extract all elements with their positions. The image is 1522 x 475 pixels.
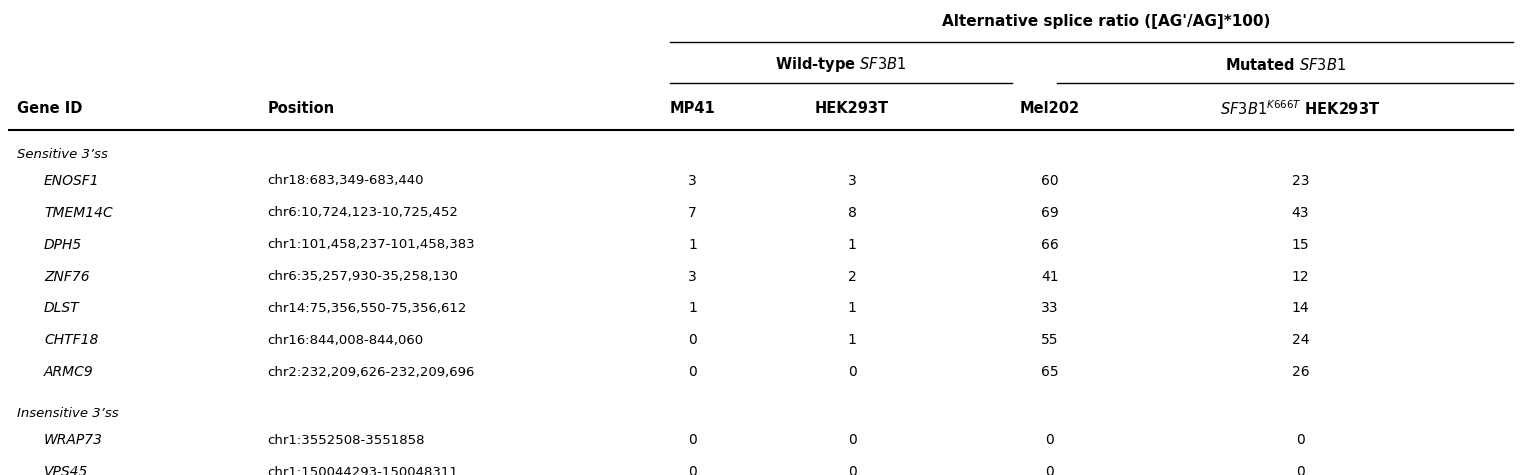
Text: ZNF76: ZNF76 <box>44 269 90 284</box>
Text: 0: 0 <box>1295 433 1304 447</box>
Text: Position: Position <box>268 101 335 116</box>
Text: ARMC9: ARMC9 <box>44 365 94 380</box>
Text: 0: 0 <box>1046 433 1055 447</box>
Text: $\mathit{SF3B1}^{K666T}$ HEK293T: $\mathit{SF3B1}^{K666T}$ HEK293T <box>1221 99 1380 118</box>
Text: chr1:101,458,237-101,458,383: chr1:101,458,237-101,458,383 <box>268 238 475 251</box>
Text: chr1:150044293-150048311: chr1:150044293-150048311 <box>268 466 458 475</box>
Text: chr6:10,724,123-10,725,452: chr6:10,724,123-10,725,452 <box>268 206 458 219</box>
Text: chr6:35,257,930-35,258,130: chr6:35,257,930-35,258,130 <box>268 270 458 283</box>
Text: 0: 0 <box>1295 465 1304 475</box>
Text: MP41: MP41 <box>670 101 715 116</box>
Text: 1: 1 <box>848 238 857 252</box>
Text: 0: 0 <box>688 365 697 380</box>
Text: 0: 0 <box>688 433 697 447</box>
Text: Gene ID: Gene ID <box>17 101 82 116</box>
Text: 3: 3 <box>688 269 697 284</box>
Text: 0: 0 <box>688 333 697 347</box>
Text: Mutated $\mathit{SF3B1}$: Mutated $\mathit{SF3B1}$ <box>1225 57 1345 73</box>
Text: 14: 14 <box>1292 302 1309 315</box>
Text: 8: 8 <box>848 206 857 219</box>
Text: 1: 1 <box>848 302 857 315</box>
Text: 7: 7 <box>688 206 697 219</box>
Text: Insensitive 3’ss: Insensitive 3’ss <box>17 408 119 420</box>
Text: VPS45: VPS45 <box>44 465 88 475</box>
Text: 41: 41 <box>1041 269 1058 284</box>
Text: 2: 2 <box>848 269 857 284</box>
Text: 1: 1 <box>848 333 857 347</box>
Text: 26: 26 <box>1292 365 1309 380</box>
Text: 15: 15 <box>1292 238 1309 252</box>
Text: 1: 1 <box>688 238 697 252</box>
Text: 33: 33 <box>1041 302 1058 315</box>
Text: 24: 24 <box>1292 333 1309 347</box>
Text: 60: 60 <box>1041 174 1058 188</box>
Text: 3: 3 <box>688 174 697 188</box>
Text: CHTF18: CHTF18 <box>44 333 99 347</box>
Text: Mel202: Mel202 <box>1020 101 1079 116</box>
Text: 0: 0 <box>1046 465 1055 475</box>
Text: Alternative splice ratio ([AG'/AG]*100): Alternative splice ratio ([AG'/AG]*100) <box>942 14 1271 28</box>
Text: chr2:232,209,626-232,209,696: chr2:232,209,626-232,209,696 <box>268 366 475 379</box>
Text: chr18:683,349-683,440: chr18:683,349-683,440 <box>268 174 423 187</box>
Text: TMEM14C: TMEM14C <box>44 206 113 219</box>
Text: 43: 43 <box>1292 206 1309 219</box>
Text: HEK293T: HEK293T <box>816 101 889 116</box>
Text: chr1:3552508-3551858: chr1:3552508-3551858 <box>268 434 425 446</box>
Text: ENOSF1: ENOSF1 <box>44 174 99 188</box>
Text: 65: 65 <box>1041 365 1058 380</box>
Text: 69: 69 <box>1041 206 1058 219</box>
Text: WRAP73: WRAP73 <box>44 433 103 447</box>
Text: DPH5: DPH5 <box>44 238 82 252</box>
Text: 66: 66 <box>1041 238 1058 252</box>
Text: 0: 0 <box>848 433 857 447</box>
Text: DLST: DLST <box>44 302 79 315</box>
Text: 1: 1 <box>688 302 697 315</box>
Text: 3: 3 <box>848 174 857 188</box>
Text: 0: 0 <box>848 465 857 475</box>
Text: chr14:75,356,550-75,356,612: chr14:75,356,550-75,356,612 <box>268 302 467 315</box>
Text: Wild-type $\mathit{SF3B1}$: Wild-type $\mathit{SF3B1}$ <box>775 55 907 74</box>
Text: 12: 12 <box>1292 269 1309 284</box>
Text: 0: 0 <box>848 365 857 380</box>
Text: chr16:844,008-844,060: chr16:844,008-844,060 <box>268 334 423 347</box>
Text: 23: 23 <box>1292 174 1309 188</box>
Text: 55: 55 <box>1041 333 1058 347</box>
Text: 0: 0 <box>688 465 697 475</box>
Text: Sensitive 3’ss: Sensitive 3’ss <box>17 148 108 161</box>
